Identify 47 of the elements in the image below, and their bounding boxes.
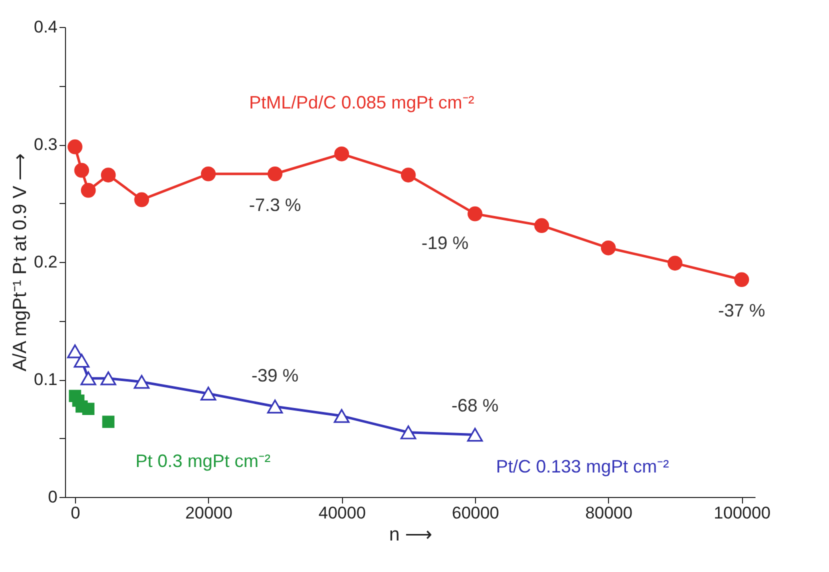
- point: [268, 166, 282, 182]
- annotation: -68 %: [451, 396, 499, 416]
- annotation: -19 %: [421, 232, 469, 253]
- annotation: -37 %: [718, 300, 766, 321]
- series-label: Pt 0.3 mgPt cm⁻²: [135, 450, 271, 471]
- y-tick-label: 0.2: [34, 252, 58, 272]
- point: [468, 206, 482, 222]
- point: [68, 139, 82, 154]
- point: [80, 371, 96, 386]
- point: [102, 416, 114, 428]
- point: [134, 192, 150, 208]
- x-axis-title: n ⟶: [389, 524, 432, 546]
- point: [467, 428, 483, 442]
- point: [67, 344, 83, 358]
- point: [82, 402, 94, 415]
- point: [400, 168, 416, 182]
- point: [80, 182, 96, 198]
- point: [734, 272, 750, 288]
- point: [200, 386, 216, 401]
- y-tick-label: 0: [48, 488, 58, 506]
- series-label: Pt/C 0.133 mgPt cm⁻²: [496, 456, 670, 477]
- y-tick-label: 0.4: [34, 18, 58, 36]
- x-tick-label: 0: [70, 504, 80, 522]
- x-tick-label: 80000: [585, 504, 632, 522]
- text: PtML/Pd/C 0.085 mgPt cm⁻²: [249, 92, 474, 112]
- x-tick-label: 40000: [318, 504, 366, 522]
- point: [668, 256, 682, 271]
- x-tick-label: 20000: [185, 504, 232, 522]
- point: [100, 168, 116, 182]
- y-tick-label: 0.1: [34, 370, 58, 389]
- point: [334, 146, 350, 162]
- point: [74, 162, 90, 178]
- point: [200, 166, 216, 182]
- point: [334, 409, 350, 423]
- point: [267, 400, 283, 414]
- point: [400, 425, 416, 440]
- point: [134, 374, 150, 389]
- y-tick-label: 0.3: [34, 135, 58, 154]
- point: [74, 354, 90, 368]
- x-tick-label: 60000: [452, 504, 500, 522]
- x-tick-label: 100000: [714, 504, 771, 522]
- point: [534, 218, 550, 233]
- point: [100, 371, 116, 386]
- annotation: -7.3 %: [248, 194, 302, 215]
- annotation: -39 %: [251, 366, 299, 386]
- y-axis-title: A/A mgPt⁻¹ Pt at 0.9 V ⟶: [10, 154, 31, 372]
- point: [600, 240, 616, 256]
